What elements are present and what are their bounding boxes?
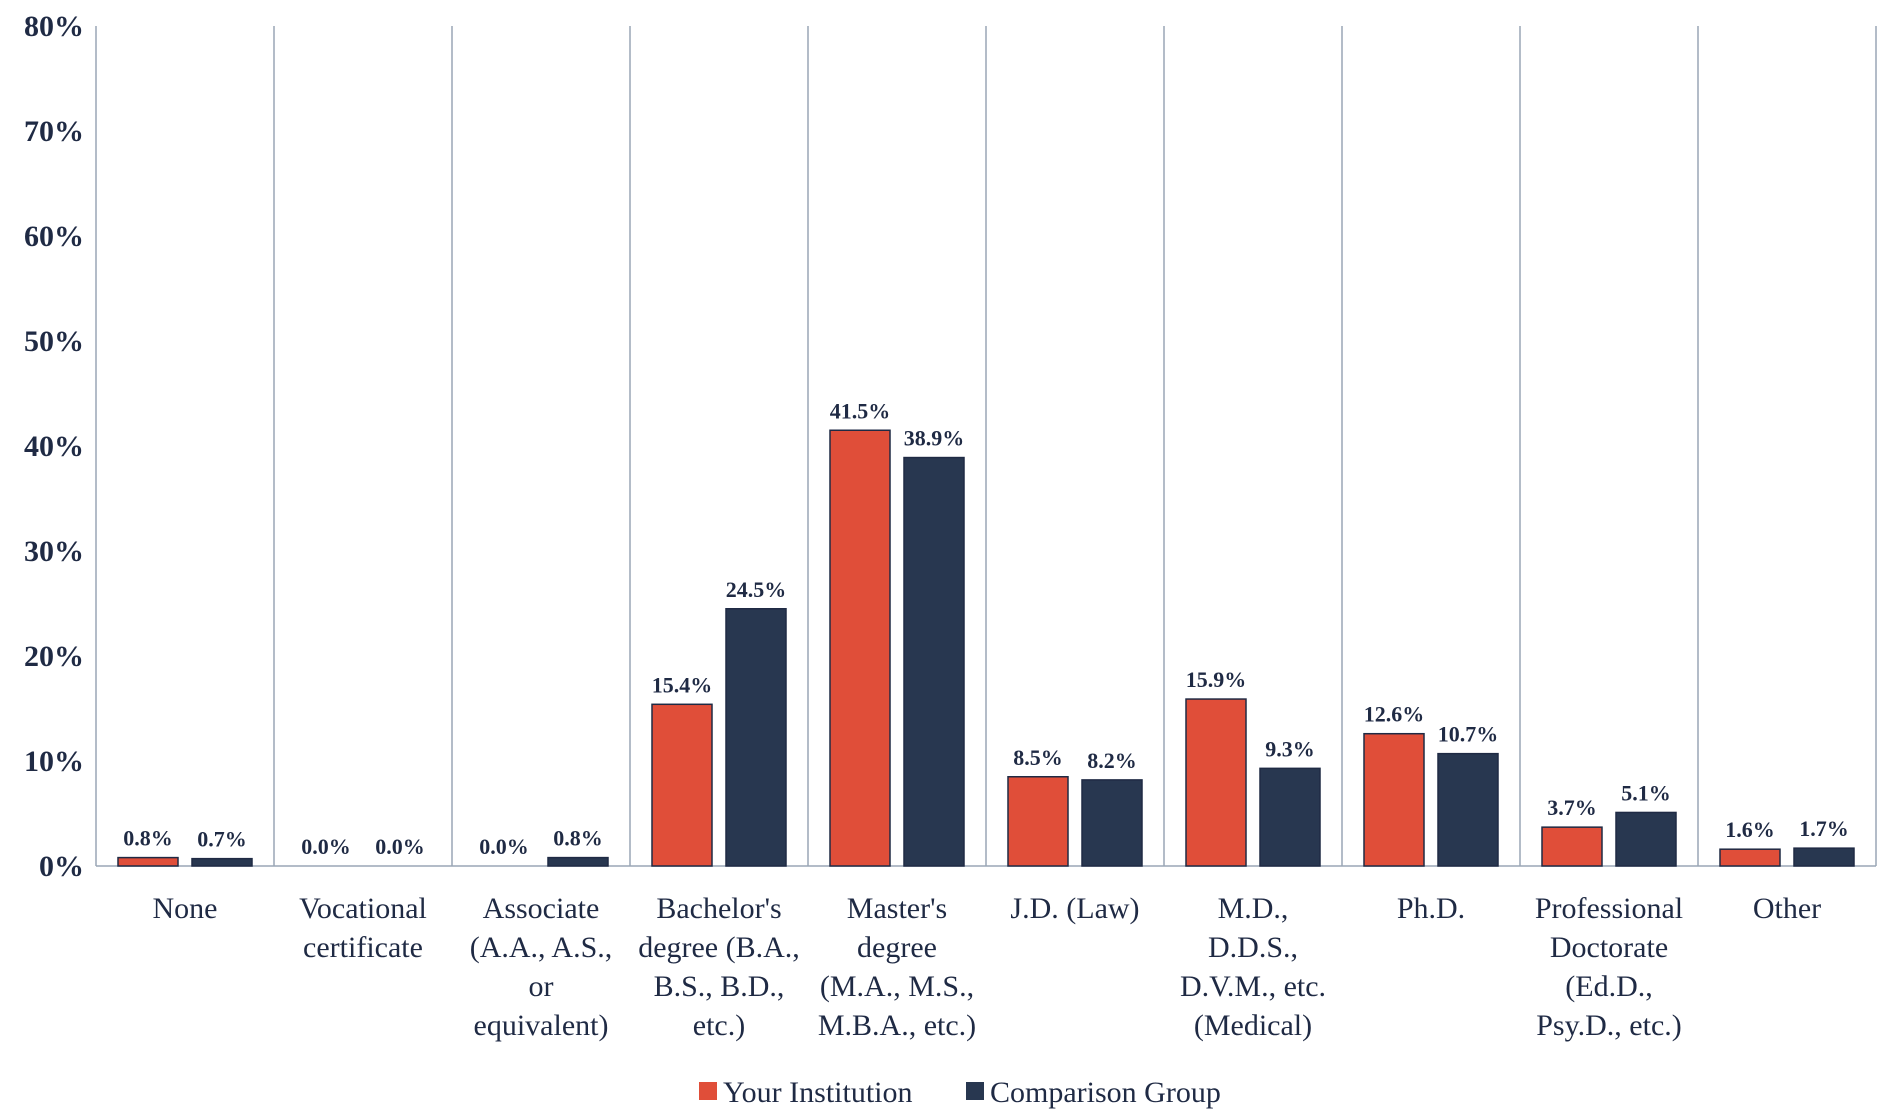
bar-comparison-group xyxy=(1437,752,1499,867)
bar-comparison-group xyxy=(547,856,609,867)
bar-comparison-group xyxy=(1615,811,1677,867)
x-tick-label: Bachelor's degree (B.A., B.S., B.D., etc.) xyxy=(638,892,800,1042)
y-tick-label: 50% xyxy=(24,325,84,358)
bar-your-institution xyxy=(1185,698,1247,867)
legend-swatch-comparison-group xyxy=(966,1082,984,1100)
y-tick-label: 30% xyxy=(24,535,84,568)
bar-your-institution xyxy=(1007,776,1069,867)
data-label: 0.0% xyxy=(301,834,351,859)
bar-your-institution xyxy=(117,856,179,867)
y-tick-label: 20% xyxy=(24,640,84,673)
category-separators xyxy=(95,26,1877,867)
x-tick-label: Ph.D. xyxy=(1397,892,1465,925)
bar-comparison-group xyxy=(191,857,253,867)
bar-your-institution xyxy=(1719,848,1781,867)
legend-swatch-your-institution xyxy=(699,1082,717,1100)
data-label: 0.8% xyxy=(123,826,173,851)
data-label: 38.9% xyxy=(904,426,965,451)
x-tick-label: Master's degree (M.A., M.S., M.B.A., etc.) xyxy=(818,892,976,1042)
y-tick-label: 80% xyxy=(24,10,84,43)
bars xyxy=(117,429,1855,867)
bar-comparison-group xyxy=(1793,847,1855,867)
data-label: 0.7% xyxy=(197,827,247,852)
bar-your-institution xyxy=(1541,826,1603,867)
bar-your-institution xyxy=(829,429,891,867)
data-label: 0.8% xyxy=(553,826,603,851)
x-tick-label: None xyxy=(153,892,218,925)
data-label: 0.0% xyxy=(375,834,425,859)
data-label: 10.7% xyxy=(1438,722,1499,747)
x-tick-label: Associate (A.A., A.S., or equivalent) xyxy=(470,892,613,1042)
y-axis: 0% 10% 20% 30% 40% 50% 60% 70% 80% xyxy=(24,10,84,883)
x-tick-label: J.D. (Law) xyxy=(1010,892,1139,925)
legend-label: Your Institution xyxy=(723,1076,913,1109)
y-tick-label: 60% xyxy=(24,220,84,253)
data-label: 12.6% xyxy=(1364,702,1425,727)
y-tick-label: 70% xyxy=(24,115,84,148)
data-label: 24.5% xyxy=(726,577,787,602)
bar-your-institution xyxy=(1363,732,1425,867)
bar-comparison-group xyxy=(903,456,965,867)
bar-comparison-group xyxy=(1081,779,1143,867)
data-label: 8.5% xyxy=(1013,745,1063,770)
x-tick-label: Other xyxy=(1753,892,1821,925)
y-tick-label: 0% xyxy=(39,850,84,883)
data-label: 0.0% xyxy=(479,834,529,859)
x-tick-label: Vocational certificate xyxy=(299,892,427,964)
bar-your-institution xyxy=(651,703,713,867)
data-label: 1.7% xyxy=(1799,816,1849,841)
data-label: 3.7% xyxy=(1547,795,1597,820)
x-axis: None Vocational certificate Associate (A.A.,… xyxy=(153,892,1822,1042)
bar-comparison-group xyxy=(725,608,787,867)
x-tick-label: Professional Doctorate (Ed.D., Psy.D., etc.… xyxy=(1535,892,1683,1042)
legend-label: Comparison Group xyxy=(990,1076,1221,1109)
data-label: 1.6% xyxy=(1725,817,1775,842)
data-label: 15.4% xyxy=(652,672,713,697)
data-labels: 0.8% 0.7% 0.0% 0.0% 0.0% 0.8% 15.4% 24.5% 41.5% 3… xyxy=(123,398,1849,859)
data-label: 8.2% xyxy=(1087,748,1137,773)
data-label: 5.1% xyxy=(1621,780,1671,805)
legend: Your Institution Comparison Group xyxy=(699,1076,1221,1109)
bar-comparison-group xyxy=(1259,767,1321,867)
y-tick-label: 40% xyxy=(24,430,84,463)
x-tick-label: M.D., D.D.S., D.V.M., etc. (Medical) xyxy=(1180,892,1326,1042)
data-label: 15.9% xyxy=(1186,667,1247,692)
data-label: 9.3% xyxy=(1265,736,1315,761)
y-tick-label: 10% xyxy=(24,745,84,778)
data-label: 41.5% xyxy=(830,398,891,423)
